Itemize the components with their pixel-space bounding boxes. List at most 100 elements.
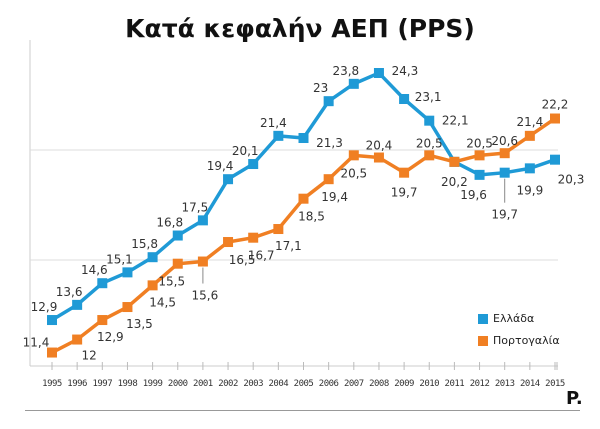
x-tick-label: 1998	[118, 379, 138, 389]
x-tick-label: 2005	[294, 379, 314, 389]
data-point-greece	[172, 230, 183, 241]
data-point-greece	[499, 167, 510, 178]
data-label-greece: 13,6	[56, 285, 83, 299]
data-point-portugal	[323, 174, 334, 185]
data-point-portugal	[424, 150, 435, 161]
x-tick-label: 2012	[470, 379, 490, 389]
data-point-greece	[550, 154, 560, 165]
legend-swatch-portugal	[478, 335, 488, 346]
legend-label-portugal: Πορτογαλία	[493, 334, 560, 347]
data-label-portugal: 12	[82, 349, 97, 363]
data-point-portugal	[348, 150, 359, 161]
data-label-portugal: 20,5	[466, 136, 493, 150]
x-tick-label: 2008	[369, 379, 389, 389]
data-point-greece	[524, 163, 535, 174]
x-tick-label: 1999	[143, 379, 163, 389]
data-label-portugal: 15,5	[158, 275, 185, 289]
x-tick-label: 2010	[419, 379, 439, 389]
data-point-portugal	[373, 152, 384, 163]
data-point-greece	[223, 174, 234, 185]
data-point-portugal	[197, 256, 208, 267]
x-tick-label: 2006	[319, 379, 339, 389]
data-label-greece: 20,1	[232, 144, 259, 158]
data-label-greece: 17,5	[182, 200, 209, 214]
data-label-portugal: 20,5	[416, 136, 443, 150]
data-label-greece: 19,6	[460, 188, 487, 202]
data-point-greece	[323, 96, 334, 107]
data-point-greece	[147, 252, 158, 263]
data-label-portugal: 22,2	[542, 98, 569, 112]
x-tick-label: 1996	[67, 379, 87, 389]
data-point-portugal	[147, 280, 158, 291]
data-point-greece	[424, 115, 435, 126]
data-label-greece: 22,1	[442, 114, 469, 128]
data-label-portugal: 19,4	[321, 190, 348, 204]
data-point-portugal	[172, 258, 183, 269]
data-point-greece	[373, 68, 384, 78]
bottom-divider	[25, 410, 580, 411]
data-label-greece: 21,4	[260, 116, 287, 130]
data-point-greece	[72, 299, 83, 310]
data-label-portugal: 21,4	[516, 115, 543, 129]
data-point-portugal	[298, 193, 309, 204]
data-point-greece	[273, 130, 284, 141]
publisher-logo: P.	[566, 388, 583, 409]
data-label-portugal: 11,4	[23, 336, 50, 350]
data-label-portugal: 20,5	[340, 166, 367, 180]
data-point-portugal	[223, 237, 234, 248]
x-tick-label: 2001	[193, 379, 213, 389]
data-label-greece: 15,8	[131, 237, 158, 251]
data-point-portugal	[122, 302, 133, 313]
data-point-portugal	[399, 167, 410, 178]
x-tick-label: 2004	[269, 379, 289, 389]
data-label-portugal: 17,1	[275, 239, 302, 253]
x-tick-label: 2013	[495, 379, 515, 389]
x-tick-label: 1997	[92, 379, 112, 389]
data-point-greece	[197, 215, 208, 226]
legend-swatch-greece	[478, 313, 488, 324]
data-point-greece	[248, 159, 259, 170]
data-point-greece	[474, 169, 485, 180]
data-point-greece	[298, 133, 309, 144]
data-point-portugal	[72, 334, 83, 345]
data-point-portugal	[524, 130, 535, 141]
data-point-portugal	[449, 156, 460, 167]
data-point-greece	[348, 78, 359, 89]
data-label-greece: 19,9	[516, 183, 543, 197]
data-point-greece	[399, 94, 410, 105]
data-label-greece: 21,3	[316, 136, 343, 150]
x-tick-label: 2007	[344, 379, 364, 389]
data-point-portugal	[273, 224, 284, 235]
x-tick-label: 1995	[42, 379, 62, 389]
data-label-portugal: 13,5	[126, 317, 153, 331]
data-point-portugal	[248, 232, 259, 243]
data-label-portugal: 18,5	[298, 210, 325, 224]
data-label-portugal: 20,4	[366, 139, 393, 153]
data-label-greece: 16,8	[156, 216, 183, 230]
data-label-greece: 12,9	[31, 300, 58, 314]
x-tick-label: 2009	[394, 379, 414, 389]
data-label-portugal: 20,6	[491, 134, 518, 148]
x-tick-label: 2014	[520, 379, 540, 389]
x-tick-label: 2003	[243, 379, 263, 389]
x-tick-label: 2015	[545, 379, 565, 389]
data-label-greece: 20,2	[441, 175, 468, 189]
data-label-greece: 20,3	[558, 173, 585, 187]
legend-item-portugal: Πορτογαλία	[478, 334, 560, 347]
data-label-greece: 19,7	[491, 208, 518, 222]
data-label-greece: 23,1	[415, 90, 442, 104]
x-tick-label: 2000	[168, 379, 188, 389]
data-point-portugal	[474, 150, 485, 161]
data-point-portugal	[47, 347, 57, 358]
data-point-portugal	[97, 315, 108, 326]
x-tick-label: 2002	[218, 379, 238, 389]
data-point-greece	[47, 315, 57, 326]
data-label-greece: 24,3	[392, 64, 419, 78]
data-point-portugal	[499, 148, 510, 159]
data-label-portugal: 16,5	[229, 253, 256, 267]
legend-item-greece: Ελλάδα	[478, 312, 534, 325]
data-label-greece: 14,6	[81, 263, 108, 277]
data-point-portugal	[550, 113, 560, 124]
data-label-portugal: 16,7	[248, 249, 275, 263]
